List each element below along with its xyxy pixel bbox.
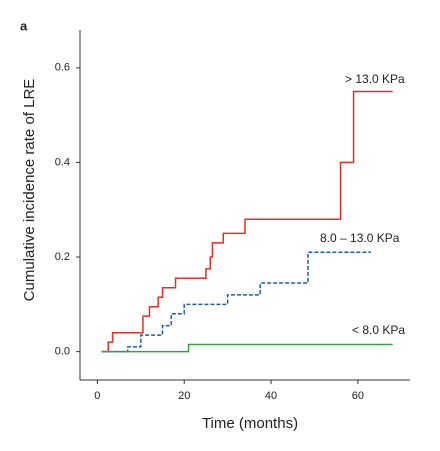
y-tick-label: 0.4 bbox=[55, 156, 70, 168]
y-axis-label: Cumulative incidence rate of LRE bbox=[21, 79, 38, 302]
series-label: 8.0 – 13.0 KPa bbox=[320, 231, 400, 245]
y-tick-label: 0.2 bbox=[55, 251, 70, 263]
x-tick-label: 0 bbox=[94, 390, 100, 402]
x-axis-label: Time (months) bbox=[202, 415, 298, 432]
series-line bbox=[101, 251, 371, 353]
series-label: < 8.0 KPa bbox=[352, 323, 405, 337]
x-tick-label: 60 bbox=[352, 390, 364, 402]
y-tick-label: 0.6 bbox=[55, 62, 70, 74]
series-line bbox=[101, 343, 393, 353]
x-tick-label: 40 bbox=[265, 390, 277, 402]
y-tick-label: 0.0 bbox=[55, 346, 70, 358]
panel-label: a bbox=[20, 18, 28, 33]
series-line bbox=[101, 90, 393, 353]
series-label: > 13.0 KPa bbox=[345, 72, 405, 86]
x-tick-label: 20 bbox=[178, 390, 190, 402]
